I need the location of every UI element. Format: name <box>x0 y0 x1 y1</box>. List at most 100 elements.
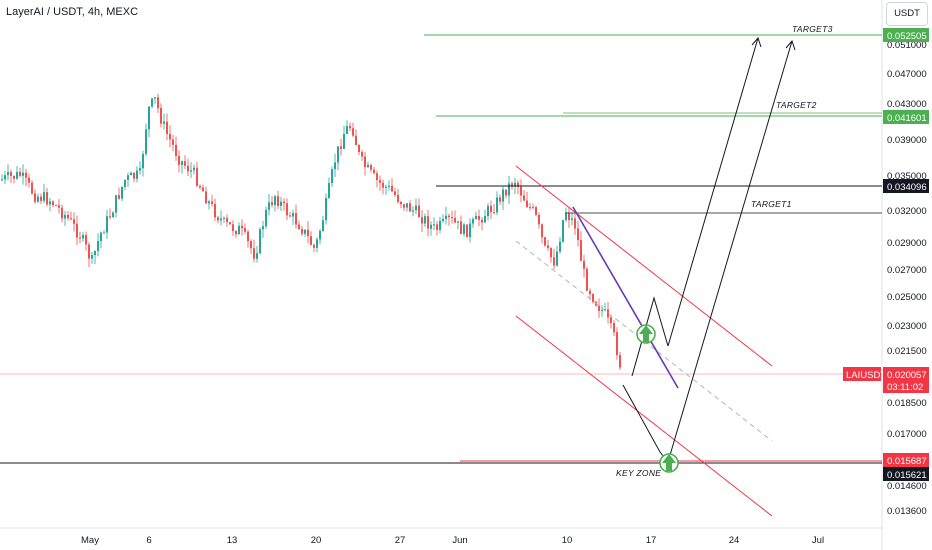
candle-body <box>472 219 474 224</box>
price-tick-label: 0.051000 <box>887 40 927 51</box>
tag-keyzone-red: 0.015687 <box>883 453 929 467</box>
candle-body <box>187 165 189 172</box>
candle-body <box>79 237 81 239</box>
candle-body <box>232 224 234 232</box>
candle-body <box>427 216 429 229</box>
tag-level-black: 0.034096 <box>883 179 929 193</box>
candle-body <box>397 194 399 202</box>
candle-body <box>1 179 3 181</box>
candle-body <box>250 241 252 249</box>
candle-body <box>601 310 603 312</box>
candle-body <box>88 244 90 259</box>
candle-body <box>163 121 165 124</box>
time-axis[interactable]: May 6 13 20 27 Jun 10 17 24 Jul <box>81 535 824 546</box>
candle-body <box>64 214 66 219</box>
candle-body <box>394 191 396 195</box>
candle-body <box>478 216 480 220</box>
price-tick-label: 0.017000 <box>887 429 927 440</box>
candle-body <box>376 173 378 181</box>
candle-body <box>154 97 156 99</box>
candle-body <box>106 216 108 233</box>
candle-body <box>31 182 33 194</box>
price-axis[interactable]: 0.051000 0.047000 0.043000 0.039000 0.035000… <box>887 40 927 517</box>
candle-body <box>142 153 144 169</box>
candle-body <box>25 172 27 178</box>
candle-body <box>568 213 570 221</box>
candle-body <box>274 196 276 206</box>
candle-body <box>196 167 198 186</box>
candle-body <box>238 225 240 235</box>
candle-body <box>40 196 42 201</box>
candle-body <box>247 231 249 242</box>
candle-body <box>283 201 285 204</box>
tag-symbol: LAIUSDT <box>843 367 886 381</box>
candle-body <box>553 257 555 266</box>
candle-body <box>436 224 438 230</box>
candle-body <box>217 217 219 221</box>
candle-body <box>310 236 312 245</box>
svg-text:0.020057: 0.020057 <box>887 370 927 381</box>
candle-body <box>454 217 456 223</box>
candle-body <box>22 172 24 176</box>
candle-body <box>562 220 564 242</box>
candle-body <box>580 240 582 261</box>
candle-body <box>202 187 204 192</box>
candle-body <box>439 220 441 230</box>
candle-body <box>259 229 261 254</box>
candle-body <box>34 193 36 202</box>
candle-body <box>343 133 345 149</box>
candle-body <box>403 204 405 208</box>
candle-body <box>529 207 531 209</box>
candle-body <box>52 201 54 206</box>
candle-body <box>211 201 213 204</box>
candle-body <box>550 247 552 258</box>
candle-body <box>325 198 327 221</box>
candle-body <box>532 207 534 209</box>
candle-body <box>49 201 51 205</box>
arrowhead-a <box>751 37 762 48</box>
currency-selector[interactable]: USDT <box>886 2 928 26</box>
candle-body <box>331 169 333 184</box>
candle-body <box>445 215 447 219</box>
candle-body <box>139 168 141 171</box>
candle-body <box>91 255 93 259</box>
candle-body <box>115 195 117 213</box>
candle-body <box>313 244 315 248</box>
candle-body <box>559 241 561 252</box>
candle-body <box>190 170 192 172</box>
candle-body <box>466 224 468 238</box>
tag-keyzone-black: 0.015621 <box>883 467 929 481</box>
candle-body <box>487 205 489 216</box>
candle-body <box>586 268 588 291</box>
svg-text:0.052505: 0.052505 <box>887 31 927 42</box>
channel-upper-line <box>515 165 773 367</box>
candle-body <box>430 224 432 229</box>
candle-body <box>412 210 414 212</box>
candle-body <box>484 215 486 223</box>
candle-body <box>97 241 99 252</box>
candle-body <box>544 237 546 246</box>
candle-body <box>235 231 237 235</box>
candle-body <box>181 161 183 165</box>
candle-body <box>46 192 48 205</box>
candle-body <box>319 230 321 240</box>
svg-text:0.034096: 0.034096 <box>887 182 927 193</box>
candle-body <box>502 189 504 202</box>
time-tick-label: 27 <box>395 535 406 546</box>
price-tick-label: 0.027000 <box>887 265 927 276</box>
candle-body <box>70 218 72 220</box>
candle-body <box>328 183 330 199</box>
candle-body <box>574 218 576 229</box>
candle-body <box>175 144 177 157</box>
candle-body <box>409 203 411 212</box>
candle-body <box>322 220 324 231</box>
candle-body <box>103 232 105 234</box>
candle-body <box>523 195 525 201</box>
candle-body <box>388 185 390 187</box>
price-tick-label: 0.018500 <box>887 398 927 409</box>
candle-body <box>124 179 126 187</box>
candle-body <box>424 216 426 224</box>
candle-body <box>583 260 585 269</box>
candle-body <box>448 215 450 218</box>
